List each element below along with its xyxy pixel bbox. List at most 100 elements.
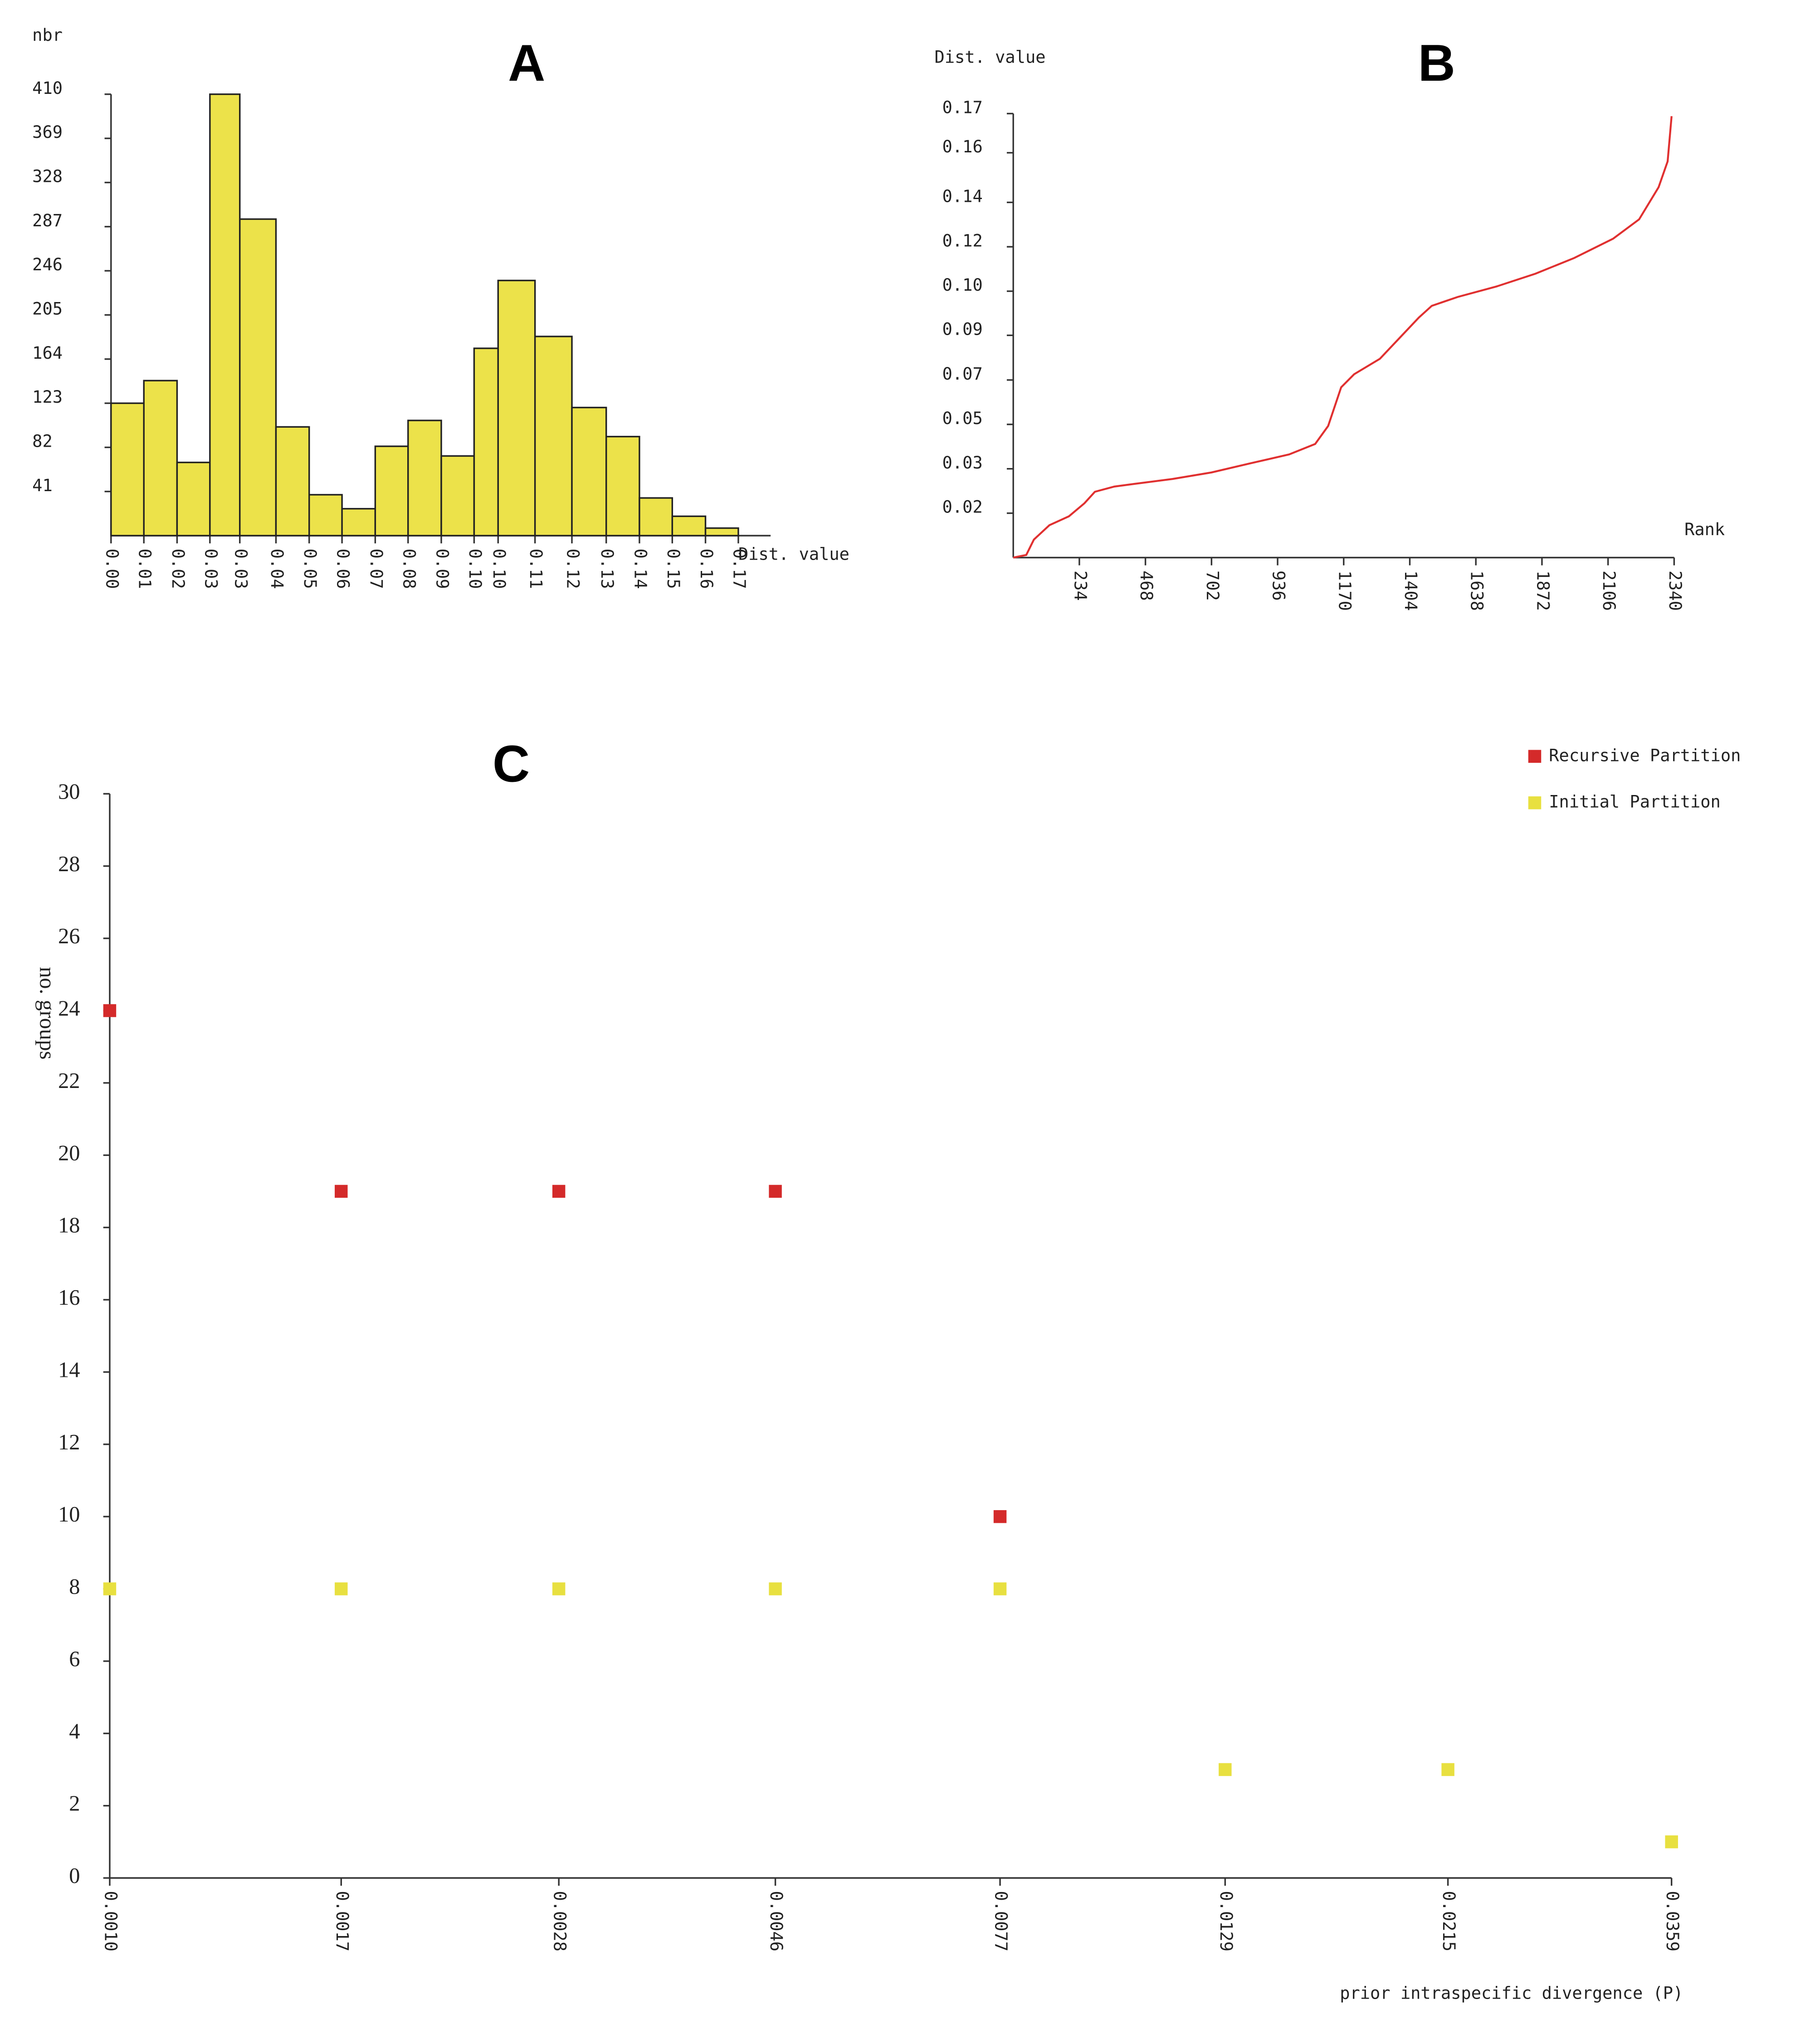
x-tick-label: 0.11 [526, 549, 546, 589]
y-tick-label: 205 [32, 299, 63, 319]
y-tick-label: 82 [32, 432, 53, 451]
x-tick-label: 0.0046 [766, 1891, 786, 1951]
x-tick-label: 0.0077 [991, 1891, 1011, 1951]
x-tick-label: 0.0359 [1663, 1891, 1682, 1951]
y-tick-label: 14 [58, 1358, 80, 1382]
x-tick-label: 468 [1137, 571, 1156, 601]
y-tick-label: 41 [32, 476, 53, 495]
x-tick-label: 0.05 [300, 549, 320, 589]
point [993, 1510, 1007, 1523]
x-axis-label: prior intraspecific divergence (P) [1340, 1984, 1683, 2003]
legend-label: Recursive Partition [1549, 746, 1741, 765]
bar [605, 435, 640, 537]
x-tick-label: 0.02 [168, 549, 188, 589]
bar [407, 419, 442, 537]
x-tick-label: 0.13 [597, 549, 617, 589]
y-tick-label: 6 [69, 1647, 80, 1671]
y-tick-label: 287 [32, 211, 63, 230]
legend-label: Initial Partition [1549, 792, 1721, 812]
y-axis-label: Dist. value [935, 48, 1046, 67]
x-tick-label: 0.08 [399, 549, 419, 589]
y-tick-label: 22 [58, 1069, 80, 1093]
x-tick-label: 234 [1070, 571, 1090, 601]
x-tick-label: 0.0028 [550, 1891, 570, 1951]
x-tick-label: 0.0129 [1216, 1891, 1236, 1951]
legend-swatch [1528, 750, 1542, 763]
y-tick-label: 246 [32, 255, 63, 274]
y-tick-label: 410 [32, 78, 63, 98]
point [1219, 1763, 1232, 1776]
point [552, 1582, 566, 1595]
y-tick-label: 0.16 [942, 137, 983, 156]
y-tick-label: 0.02 [942, 497, 983, 517]
x-tick-label: 2106 [1599, 571, 1619, 611]
x-tick-label: 0.12 [563, 549, 583, 589]
y-tick-label: 18 [58, 1214, 80, 1238]
point [769, 1185, 782, 1198]
x-tick-label: 0.10 [465, 549, 485, 589]
x-tick-label: 1872 [1533, 571, 1552, 611]
bar [275, 426, 310, 537]
point [103, 1004, 117, 1017]
point [993, 1582, 1007, 1595]
y-tick-label: 164 [32, 343, 63, 363]
y-tick-label: 28 [58, 852, 80, 876]
y-tick-label: 0.05 [942, 409, 983, 428]
x-tick-label: 0.17 [729, 549, 749, 589]
bar [639, 497, 673, 537]
y-tick-label: 328 [32, 167, 63, 186]
y-tick-label: 10 [58, 1502, 80, 1527]
point [1665, 1835, 1678, 1849]
bar [497, 279, 536, 537]
x-tick-label: 0.06 [333, 549, 353, 589]
chart-title: B [1418, 34, 1455, 92]
x-tick-label: 936 [1269, 571, 1288, 601]
x-tick-label: 0.0010 [101, 1891, 120, 1951]
y-tick-label: 0.07 [942, 364, 983, 384]
y-tick-label: 8 [69, 1575, 80, 1599]
y-tick-label: 26 [58, 924, 80, 948]
x-axis-label: Dist. value [738, 544, 849, 564]
point [769, 1582, 782, 1595]
x-tick-label: 0.16 [697, 549, 716, 589]
point [335, 1185, 348, 1198]
y-tick-label: 123 [32, 387, 63, 407]
y-tick-label: 2 [69, 1792, 80, 1816]
y-tick-label: 0.14 [942, 186, 983, 206]
y-tick-label: 4 [69, 1719, 80, 1743]
bar [239, 218, 277, 537]
y-axis-label: no. groups [35, 967, 59, 1059]
x-tick-label: 0.15 [664, 549, 683, 589]
bar [473, 347, 499, 537]
point [552, 1185, 566, 1198]
x-tick-label: 0.07 [366, 549, 386, 589]
x-tick-label: 1638 [1467, 571, 1487, 611]
point [1441, 1763, 1454, 1776]
x-tick-label: 2340 [1665, 571, 1685, 611]
y-tick-label: 0.17 [942, 98, 983, 117]
x-tick-label: 0.0215 [1439, 1891, 1459, 1951]
x-tick-label: 0.00 [102, 549, 122, 589]
bar [143, 380, 178, 537]
y-tick-label: 0 [69, 1864, 80, 1888]
bar [534, 336, 573, 537]
bar [341, 508, 376, 537]
bar [671, 515, 707, 537]
x-tick-label: 1404 [1401, 571, 1420, 611]
x-tick-label: 0.14 [630, 549, 650, 589]
y-tick-label: 0.03 [942, 453, 983, 473]
bar [308, 494, 343, 537]
bar [571, 406, 607, 537]
bar [374, 445, 409, 537]
y-tick-label: 16 [58, 1286, 80, 1310]
x-axis-label: Rank [1684, 520, 1725, 539]
point [103, 1582, 117, 1595]
y-tick-label: 12 [58, 1430, 80, 1454]
y-tick-label: 0.09 [942, 320, 983, 339]
bar [440, 455, 475, 537]
chart-title: C [493, 735, 530, 793]
x-tick-label: 0.09 [432, 549, 452, 589]
x-tick-label: 0.10 [489, 549, 509, 589]
